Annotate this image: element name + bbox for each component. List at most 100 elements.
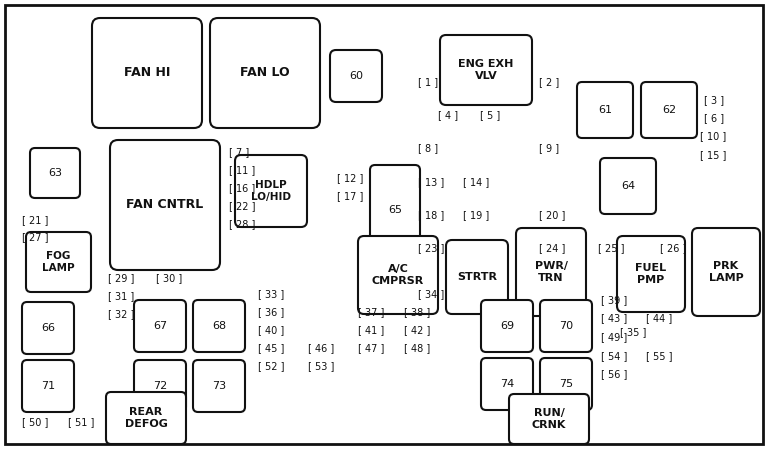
Text: [ 40 ]: [ 40 ] bbox=[258, 325, 284, 335]
FancyBboxPatch shape bbox=[30, 148, 80, 198]
Text: [ 16 ]: [ 16 ] bbox=[229, 183, 255, 193]
Text: [ 17 ]: [ 17 ] bbox=[337, 191, 363, 201]
FancyBboxPatch shape bbox=[577, 82, 633, 138]
FancyBboxPatch shape bbox=[330, 50, 382, 102]
Text: RUN/
CRNK: RUN/ CRNK bbox=[531, 408, 566, 430]
Text: [ 45 ]: [ 45 ] bbox=[258, 343, 284, 353]
Text: [ 4 ]: [ 4 ] bbox=[438, 110, 458, 120]
Text: [ 55 ]: [ 55 ] bbox=[646, 351, 673, 361]
FancyBboxPatch shape bbox=[516, 228, 586, 316]
FancyBboxPatch shape bbox=[641, 82, 697, 138]
FancyBboxPatch shape bbox=[540, 358, 592, 410]
Text: [ 1 ]: [ 1 ] bbox=[418, 77, 438, 87]
FancyBboxPatch shape bbox=[210, 18, 320, 128]
Text: [ 24 ]: [ 24 ] bbox=[539, 243, 565, 253]
Text: [ 49 ]: [ 49 ] bbox=[601, 332, 627, 342]
Text: [ 9 ]: [ 9 ] bbox=[539, 143, 559, 153]
Text: PRK
LAMP: PRK LAMP bbox=[709, 261, 743, 283]
FancyBboxPatch shape bbox=[5, 5, 763, 444]
Text: [ 56 ]: [ 56 ] bbox=[601, 369, 627, 379]
Text: [ 35 ]: [ 35 ] bbox=[620, 327, 647, 337]
Text: 68: 68 bbox=[212, 321, 226, 331]
Text: [ 10 ]: [ 10 ] bbox=[700, 131, 727, 141]
Text: FAN HI: FAN HI bbox=[124, 66, 170, 79]
Text: 66: 66 bbox=[41, 323, 55, 333]
Text: [ 5 ]: [ 5 ] bbox=[480, 110, 500, 120]
Text: [ 28 ]: [ 28 ] bbox=[229, 219, 256, 229]
Text: [ 19 ]: [ 19 ] bbox=[463, 210, 489, 220]
Text: [ 53 ]: [ 53 ] bbox=[308, 361, 334, 371]
Text: [ 12 ]: [ 12 ] bbox=[337, 173, 363, 183]
FancyBboxPatch shape bbox=[92, 18, 202, 128]
Text: [ 36 ]: [ 36 ] bbox=[258, 307, 284, 317]
Text: [ 22 ]: [ 22 ] bbox=[229, 201, 256, 211]
Text: FAN LO: FAN LO bbox=[240, 66, 290, 79]
Text: [ 32 ]: [ 32 ] bbox=[108, 309, 134, 319]
Text: [ 41 ]: [ 41 ] bbox=[358, 325, 384, 335]
Text: [ 43 ]: [ 43 ] bbox=[601, 313, 627, 323]
Text: [ 54 ]: [ 54 ] bbox=[601, 351, 627, 361]
Text: A/C
CMPRSR: A/C CMPRSR bbox=[372, 264, 424, 286]
FancyBboxPatch shape bbox=[440, 35, 532, 105]
Text: [ 20 ]: [ 20 ] bbox=[539, 210, 565, 220]
Text: [ 3 ]: [ 3 ] bbox=[704, 95, 724, 105]
FancyBboxPatch shape bbox=[600, 158, 656, 214]
Text: [ 11 ]: [ 11 ] bbox=[229, 165, 255, 175]
Text: 61: 61 bbox=[598, 105, 612, 115]
Text: 64: 64 bbox=[621, 181, 635, 191]
Text: [ 30 ]: [ 30 ] bbox=[156, 273, 182, 283]
Text: [ 42 ]: [ 42 ] bbox=[404, 325, 430, 335]
Text: [ 6 ]: [ 6 ] bbox=[704, 113, 724, 123]
Text: [ 23 ]: [ 23 ] bbox=[418, 243, 445, 253]
FancyBboxPatch shape bbox=[370, 165, 420, 255]
FancyBboxPatch shape bbox=[110, 140, 220, 270]
Text: FAN CNTRL: FAN CNTRL bbox=[127, 198, 204, 211]
Text: REAR
DEFOG: REAR DEFOG bbox=[124, 407, 167, 429]
FancyBboxPatch shape bbox=[22, 302, 74, 354]
Text: [ 7 ]: [ 7 ] bbox=[229, 147, 250, 157]
Text: STRTR: STRTR bbox=[457, 272, 497, 282]
Text: [ 25 ]: [ 25 ] bbox=[598, 243, 624, 253]
Text: PWR/
TRN: PWR/ TRN bbox=[535, 261, 568, 283]
Text: 70: 70 bbox=[559, 321, 573, 331]
Text: 72: 72 bbox=[153, 381, 167, 391]
Text: [ 26 ]: [ 26 ] bbox=[660, 243, 687, 253]
Text: [ 48 ]: [ 48 ] bbox=[404, 343, 430, 353]
FancyBboxPatch shape bbox=[692, 228, 760, 316]
FancyBboxPatch shape bbox=[540, 300, 592, 352]
Text: [ 50 ]: [ 50 ] bbox=[22, 417, 48, 427]
FancyBboxPatch shape bbox=[134, 360, 186, 412]
Text: [ 2 ]: [ 2 ] bbox=[539, 77, 559, 87]
Text: [ 52 ]: [ 52 ] bbox=[258, 361, 284, 371]
Text: [ 37 ]: [ 37 ] bbox=[358, 307, 384, 317]
Text: [ 38 ]: [ 38 ] bbox=[404, 307, 430, 317]
FancyBboxPatch shape bbox=[134, 300, 186, 352]
FancyBboxPatch shape bbox=[481, 358, 533, 410]
Text: 67: 67 bbox=[153, 321, 167, 331]
Text: [ 29 ]: [ 29 ] bbox=[108, 273, 134, 283]
FancyBboxPatch shape bbox=[22, 360, 74, 412]
FancyBboxPatch shape bbox=[235, 155, 307, 227]
FancyBboxPatch shape bbox=[358, 236, 438, 314]
FancyBboxPatch shape bbox=[446, 240, 508, 314]
Text: 69: 69 bbox=[500, 321, 514, 331]
Text: [ 15 ]: [ 15 ] bbox=[700, 150, 727, 160]
FancyBboxPatch shape bbox=[481, 300, 533, 352]
Text: HDLP
LO/HID: HDLP LO/HID bbox=[251, 180, 291, 202]
Text: FUEL
PMP: FUEL PMP bbox=[635, 263, 667, 285]
FancyBboxPatch shape bbox=[106, 392, 186, 444]
Text: 65: 65 bbox=[388, 205, 402, 215]
Text: [ 8 ]: [ 8 ] bbox=[418, 143, 438, 153]
Text: [ 31 ]: [ 31 ] bbox=[108, 291, 134, 301]
Text: [ 33 ]: [ 33 ] bbox=[258, 289, 284, 299]
Text: [ 27 ]: [ 27 ] bbox=[22, 232, 48, 242]
Text: [ 46 ]: [ 46 ] bbox=[308, 343, 334, 353]
FancyBboxPatch shape bbox=[193, 360, 245, 412]
FancyBboxPatch shape bbox=[193, 300, 245, 352]
Text: [ 47 ]: [ 47 ] bbox=[358, 343, 384, 353]
Text: [ 39 ]: [ 39 ] bbox=[601, 295, 627, 305]
Text: 60: 60 bbox=[349, 71, 363, 81]
Text: [ 14 ]: [ 14 ] bbox=[463, 177, 489, 187]
Text: [ 34 ]: [ 34 ] bbox=[418, 289, 444, 299]
Text: 71: 71 bbox=[41, 381, 55, 391]
